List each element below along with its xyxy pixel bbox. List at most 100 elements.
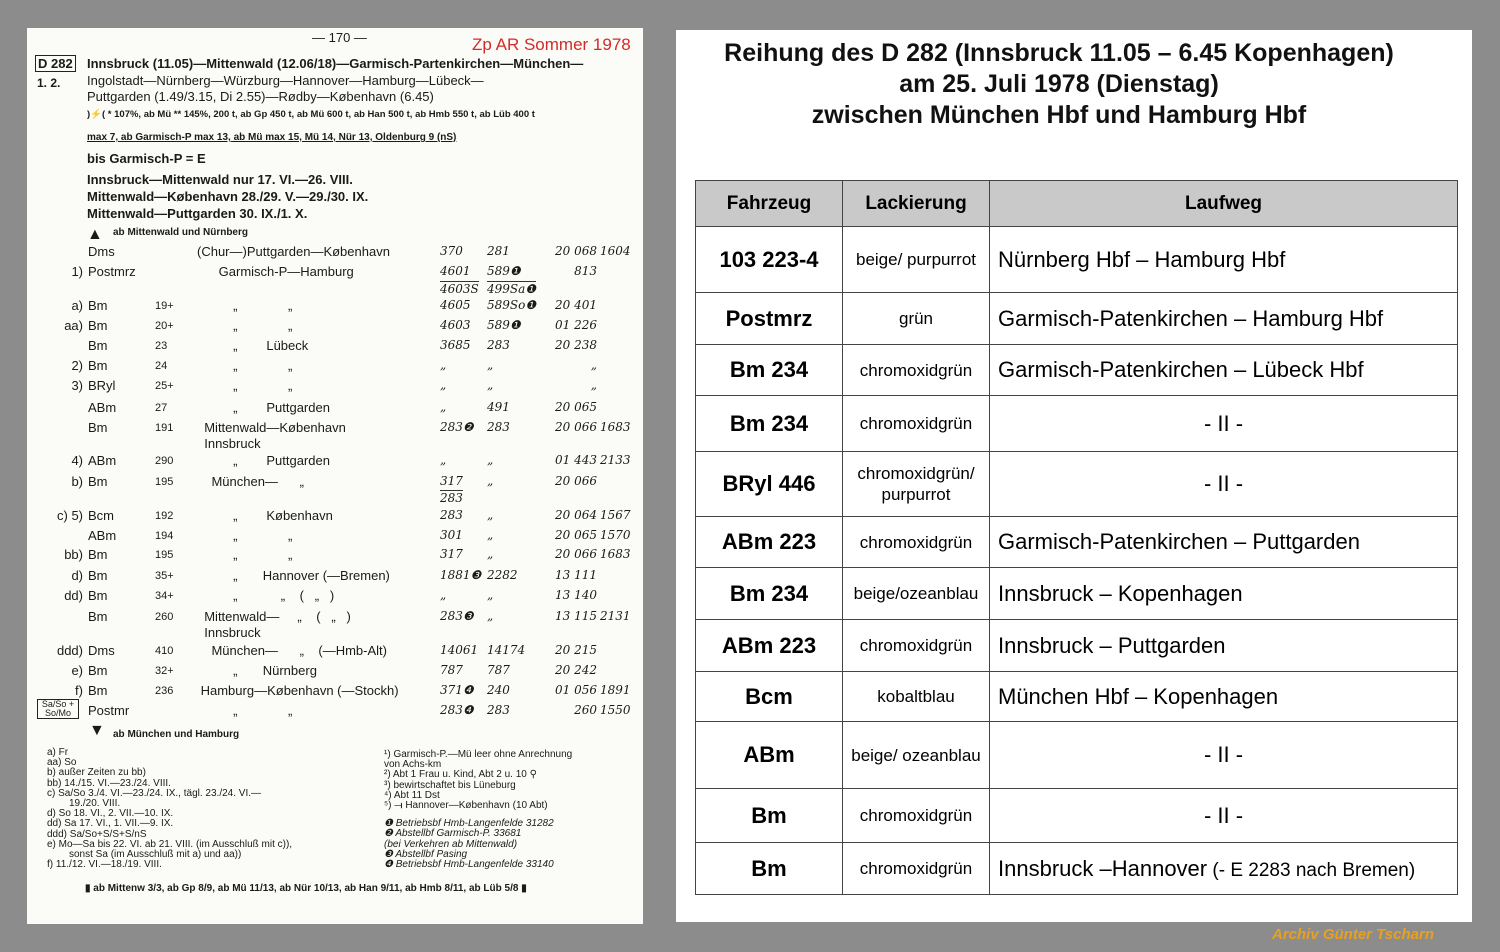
car-number: 24 — [155, 360, 168, 372]
route-note: (- E 2283 nach Bremen) — [1207, 859, 1416, 881]
number-1: 4603 — [440, 318, 471, 332]
vehicle-cell: Bcm — [695, 671, 843, 722]
car-route: Mittenwald—København — [197, 420, 346, 435]
vehicle-cell: Bm 234 — [695, 395, 843, 452]
arrow-down-label: ab München und Hamburg — [113, 729, 240, 740]
row-mark: c) 5) — [57, 508, 83, 523]
car-route: München— „ (—Hmb-Alt) — [197, 643, 387, 658]
number-2: „ — [487, 453, 494, 467]
table-row: Bm chromoxidgrün - II - — [695, 788, 1458, 843]
footnote: (bei Verkehren ab Mittenwald) — [384, 838, 518, 850]
vehicle-cell: ABm 223 — [695, 619, 843, 672]
route-text: München Hbf – Kopenhagen — [998, 683, 1279, 709]
route-text: Garmisch-Patenkirchen – Lübeck Hbf — [998, 357, 1364, 382]
page-title: Reihung des D 282 (Innsbruck 11.05 – 6.4… — [676, 38, 1442, 131]
number-2: 283 — [487, 338, 510, 352]
number-2: 283 — [487, 420, 510, 434]
car-route: „ Lübeck — [197, 338, 309, 353]
number-1: 283❹ — [440, 703, 474, 717]
footnote: b) außer Zeiten zu bb) — [47, 767, 146, 779]
page-number: — 170 — — [312, 30, 367, 45]
timetable-page: — 170 — Zp AR Sommer 1978 D 282 1. 2. In… — [27, 28, 643, 924]
route-cell: Innsbruck – Kopenhagen — [989, 567, 1458, 620]
livery-cell: chromoxidgrün — [842, 842, 990, 895]
car-route: „ „ — [197, 528, 293, 543]
number-2: 589❶ — [487, 318, 521, 332]
table-row: Bm 234 beige/ozeanblau Innsbruck – Kopenha… — [695, 567, 1458, 620]
number-4: 1683 — [600, 420, 631, 434]
number-3: „ — [590, 358, 597, 372]
route-cell: Innsbruck –Hannover (- E 2283 nach Breme… — [989, 842, 1458, 895]
row-mark: bb) — [64, 547, 83, 562]
route-text: - II - — [1203, 802, 1244, 828]
route-cell: - II - — [989, 395, 1458, 452]
train-route: Innsbruck (11.05)—Mittenwald (12.06/18)—… — [87, 56, 583, 106]
number-2: 240 — [487, 683, 510, 697]
car-route: Innsbruck — [197, 436, 261, 451]
number-2: „ — [487, 358, 494, 372]
car-route: Garmisch-P—Hamburg — [197, 264, 354, 279]
row-mark: e) — [71, 663, 83, 678]
number-1: 787 — [440, 663, 463, 677]
car-route: Innsbruck — [197, 625, 261, 640]
number-3: 01 443 — [555, 453, 597, 467]
footnote: von Achs-km — [384, 759, 442, 771]
route-text: - II - — [1203, 410, 1244, 436]
livery-cell: chromoxidgrün — [842, 395, 990, 452]
row-mark: 2) — [71, 358, 83, 373]
table-row: c) 5) Bcm 192 „ København 283 „ 20 064 1567 — [27, 508, 643, 524]
car-type: Dms — [88, 643, 115, 658]
number-1: 4605 — [440, 298, 471, 312]
number-1: 283 — [440, 490, 463, 505]
route-text: Garmisch-Patenkirchen – Hamburg Hbf — [998, 305, 1384, 331]
table-row: d) Bm 35+ „ Hannover (—Bremen) 1881❸ 2282 13 … — [27, 568, 643, 584]
number-4: 2131 — [600, 609, 631, 623]
vehicle-cell: 103 223-4 — [695, 226, 843, 293]
livery-cell: beige/ purpurrot — [842, 226, 990, 293]
car-route: „ Puttgarden — [197, 453, 330, 468]
row-mark: a) — [71, 298, 83, 313]
car-number: 19+ — [155, 300, 174, 312]
number-2: 499Sa❶ — [487, 281, 537, 296]
table-row: Bm 234 chromoxidgrün Garmisch-Patenkirchen… — [695, 344, 1458, 396]
number-1: „ — [440, 453, 447, 467]
footnote: c) Sa/So 3./4. VI.—23./24. IX., tägl. 23… — [47, 787, 261, 799]
notes: Innsbruck—Mittenwald nur 17. VI.—26. VII… — [87, 171, 368, 222]
livery-cell: grün — [842, 292, 990, 345]
number-3: 01 226 — [555, 318, 597, 332]
number-1: „ — [440, 588, 447, 602]
number-2: „ — [487, 588, 494, 602]
car-route: (Chur—)Puttgarden—København — [197, 244, 390, 259]
table-row: 4) ABm 290 „ Puttgarden „ „ 01 443 2133 — [27, 453, 643, 469]
vehicle-cell: Postmrz — [695, 292, 843, 345]
car-type: Bm — [88, 420, 108, 435]
number-3: 13 115 — [555, 609, 597, 623]
table-row: ABm 223 chromoxidgrün Innsbruck – Puttgard… — [695, 619, 1458, 672]
footnote: d) So 18. VI., 2. VII.—10. IX. — [47, 808, 174, 820]
number-1: „ — [440, 358, 447, 372]
footnotes-right: ¹) Garmisch-P.—Mü leer ohne Anrechnung vo… — [384, 749, 572, 870]
number-1: 283❸ — [440, 609, 474, 623]
header-lackierung: Lackierung — [842, 180, 990, 227]
number-1: 4601 — [440, 264, 471, 278]
arrow-up-label: ab Mittenwald und Nürnberg — [113, 227, 248, 238]
table-row: bb) Bm 195 „ „ 317 „ 20 066 1683 — [27, 547, 643, 563]
footnote: ⁴) Abt 11 Dst — [384, 789, 440, 801]
number-3: 20 066 — [555, 474, 597, 488]
table-row: Bm 234 chromoxidgrün - II - — [695, 395, 1458, 452]
footnote: sonst Sa (im Ausschluß mit a) und aa)) — [69, 849, 242, 861]
row-mark: 4) — [71, 453, 83, 468]
car-number: 410 — [155, 645, 174, 657]
car-route: „ Puttgarden — [197, 400, 330, 415]
table-row: aa) Bm 20+ „ „ 4603 589❶ 01 226 — [27, 318, 643, 334]
car-route: „ „ — [197, 547, 293, 562]
note: Innsbruck—Mittenwald nur 17. VI.—26. VII… — [87, 172, 353, 187]
number-2: „ — [487, 474, 494, 488]
car-type: Bm — [88, 474, 108, 489]
car-type: ABm — [88, 400, 117, 415]
car-type: ABm — [88, 453, 117, 468]
stamp-label: Zp AR Sommer 1978 — [472, 35, 631, 54]
car-route: „ „ — [197, 298, 293, 313]
car-type: Dms — [88, 244, 115, 259]
route-cell: Innsbruck – Puttgarden — [989, 619, 1458, 672]
